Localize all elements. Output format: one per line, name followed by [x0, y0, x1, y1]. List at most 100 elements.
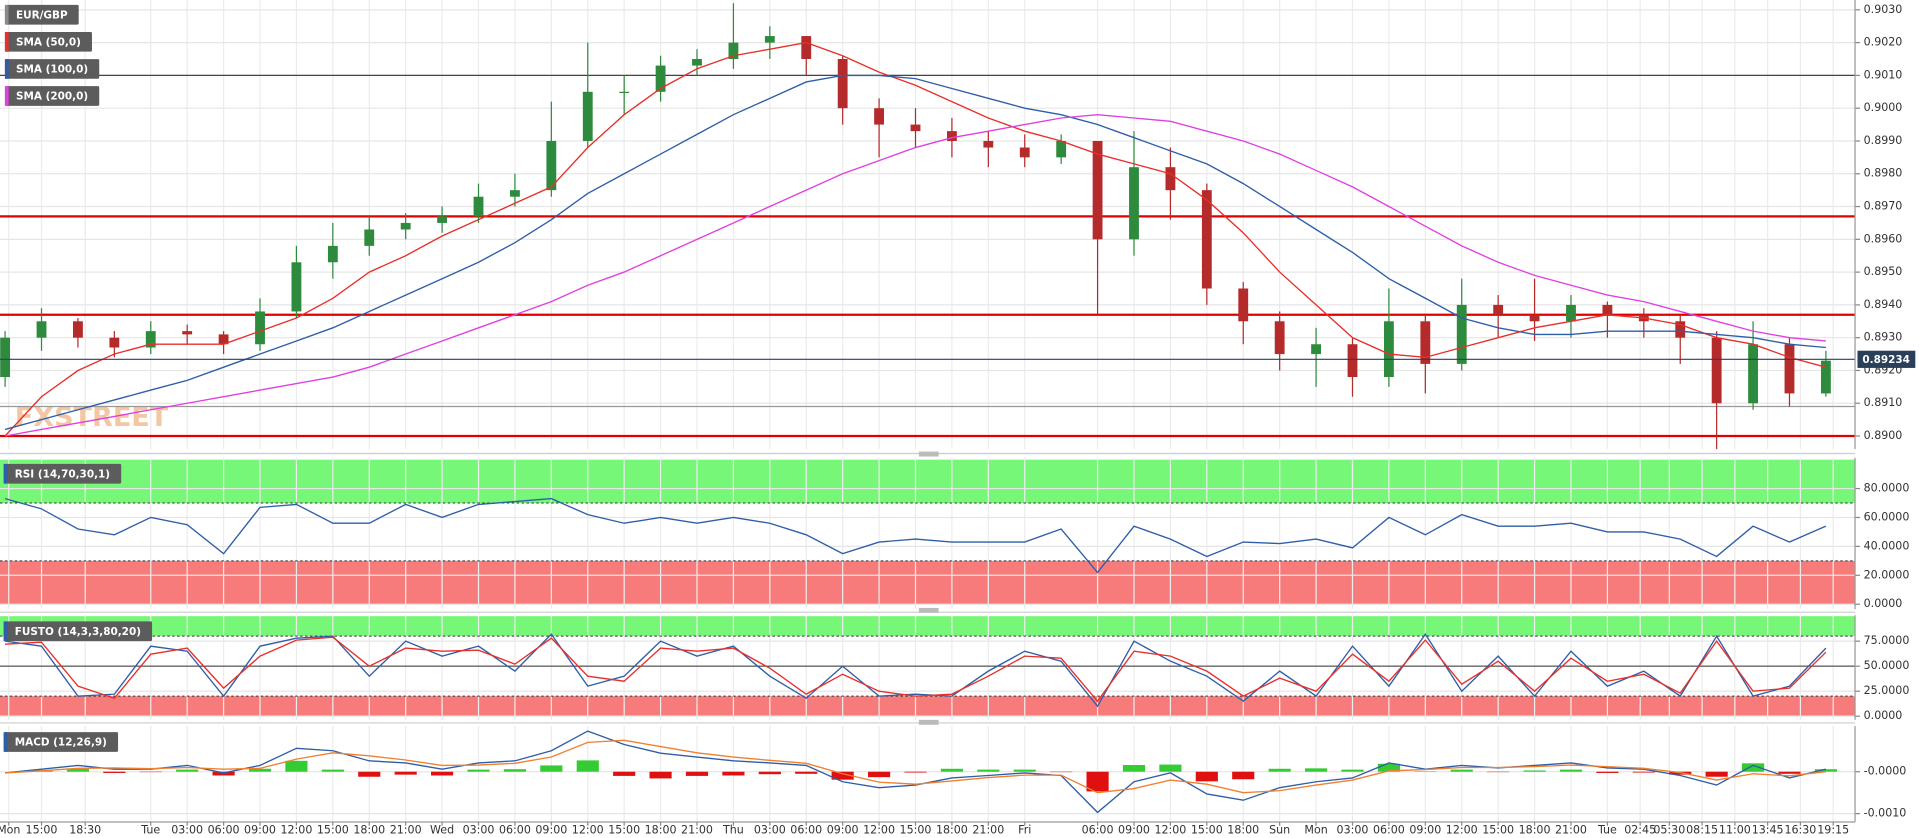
candle-body [655, 65, 666, 92]
candle-body [255, 311, 265, 345]
legend-entry-swatch [4, 59, 9, 79]
legend-entry-swatch [4, 86, 9, 106]
x-tick-label: Tue [1597, 824, 1617, 837]
candle-body [400, 222, 411, 230]
x-tick-label: 12:00 [1446, 824, 1478, 837]
candle-body [1820, 360, 1831, 394]
candle-body [145, 331, 156, 348]
legend-entry: SMA (100,0) [16, 64, 88, 76]
resize-handle[interactable] [918, 719, 939, 725]
x-tick-label: Mon [1304, 824, 1327, 837]
candle-body [1129, 167, 1139, 240]
macd-line [5, 739, 1826, 794]
x-tick-label: 09:00 [1118, 824, 1150, 837]
x-tick-label: 18:00 [645, 824, 677, 837]
histogram-bar [758, 771, 781, 775]
zone [0, 696, 1856, 717]
x-tick-label: 15:00 [26, 824, 58, 837]
candle-body [1566, 304, 1576, 322]
candle-body [619, 91, 630, 94]
histogram-bar [649, 771, 672, 779]
x-tick-label: 06:00 [208, 824, 240, 837]
y-tick-label: 0.8900 [1864, 429, 1903, 442]
histogram-bar [613, 771, 636, 776]
y-tick-label: 20.0000 [1864, 568, 1910, 581]
histogram-bar [321, 769, 344, 772]
legend-entry: SMA (50,0) [16, 36, 81, 48]
x-tick-label: 19:15 [1817, 824, 1849, 837]
x-tick-label: 03:00 [1337, 824, 1369, 837]
candle-body [546, 140, 557, 191]
indicator-title-box [3, 732, 119, 752]
x-tick-label: 21:00 [681, 824, 713, 837]
sma-line [4, 41, 1827, 437]
x-tick-label: 06:00 [1082, 824, 1114, 837]
histogram-bar [1523, 770, 1546, 772]
candle-body [1274, 321, 1285, 355]
histogram-bar [685, 771, 709, 776]
candle-body [291, 262, 302, 312]
candle-body [182, 331, 193, 335]
y-tick-label: 80.0000 [1864, 482, 1910, 495]
candle-body [1238, 288, 1249, 322]
y-tick-label: 0.8970 [1864, 200, 1903, 213]
x-tick-label: 09:00 [1409, 824, 1441, 837]
x-tick-label: 03:00 [754, 824, 786, 837]
histogram-bar [1159, 764, 1182, 772]
y-tick-label: 0.8980 [1864, 167, 1903, 180]
histogram-bar [394, 771, 417, 775]
x-tick-label: 12:00 [863, 824, 895, 837]
histogram-bar [1195, 771, 1218, 782]
x-tick-label: 15:00 [317, 824, 349, 837]
x-tick-label: 13:45 [1752, 824, 1784, 837]
histogram-bar [103, 771, 126, 773]
x-tick-label: 03:00 [463, 824, 495, 837]
y-tick-label: 0.9030 [1864, 3, 1903, 16]
x-tick-label: 15:00 [608, 824, 640, 837]
legend-entry-box [4, 86, 100, 106]
candle-body [837, 59, 848, 109]
histogram-bar [977, 769, 1000, 772]
candle-body [1383, 321, 1394, 378]
candle-body [874, 108, 885, 125]
x-tick-label: 09:00 [244, 824, 276, 837]
histogram-bar [212, 771, 235, 776]
histogram-bar [1341, 769, 1364, 772]
histogram-bar [176, 769, 199, 772]
x-tick-label: Tue [140, 824, 160, 837]
zone [0, 459, 1856, 504]
y-tick-label: 0.8960 [1864, 232, 1903, 245]
indicator-line [4, 497, 1827, 574]
indicator-title: FUSTO (14,3,3,80,20) [15, 626, 141, 638]
x-tick-label: 18:00 [353, 824, 385, 837]
y-tick-label: 0.0000 [1864, 709, 1903, 722]
histogram-bar [904, 771, 927, 773]
y-tick-label: 0.9020 [1864, 36, 1903, 49]
y-tick-label: 0.9000 [1864, 101, 1903, 114]
histogram-bar [540, 765, 563, 772]
histogram-bar [576, 760, 599, 772]
zone [0, 560, 1856, 605]
candle-body [728, 42, 739, 60]
resize-handle[interactable] [918, 607, 939, 613]
x-tick-label: 08:15 [1686, 824, 1718, 837]
histogram-bar [1377, 763, 1400, 772]
candle-body [1493, 304, 1504, 315]
x-tick-label: 06:00 [1373, 824, 1405, 837]
x-tick-label: Sun [1269, 824, 1290, 837]
y-tick-label: 0.9010 [1864, 68, 1903, 81]
y-tick-label: 0.8910 [1864, 396, 1903, 409]
candle-body [1711, 337, 1722, 404]
x-tick-label: 03:00 [171, 824, 203, 837]
candle-body [36, 321, 47, 338]
candle-body [692, 59, 702, 66]
x-tick-label: 06:00 [790, 824, 822, 837]
indicator-title-swatch [3, 732, 8, 752]
histogram-bar [1632, 771, 1655, 773]
x-tick-label: Wed [430, 824, 454, 837]
candle-body [1201, 190, 1212, 289]
last-price-label: 0.89234 [1862, 354, 1910, 366]
histogram-bar [503, 769, 526, 772]
resize-handle[interactable] [918, 451, 939, 457]
